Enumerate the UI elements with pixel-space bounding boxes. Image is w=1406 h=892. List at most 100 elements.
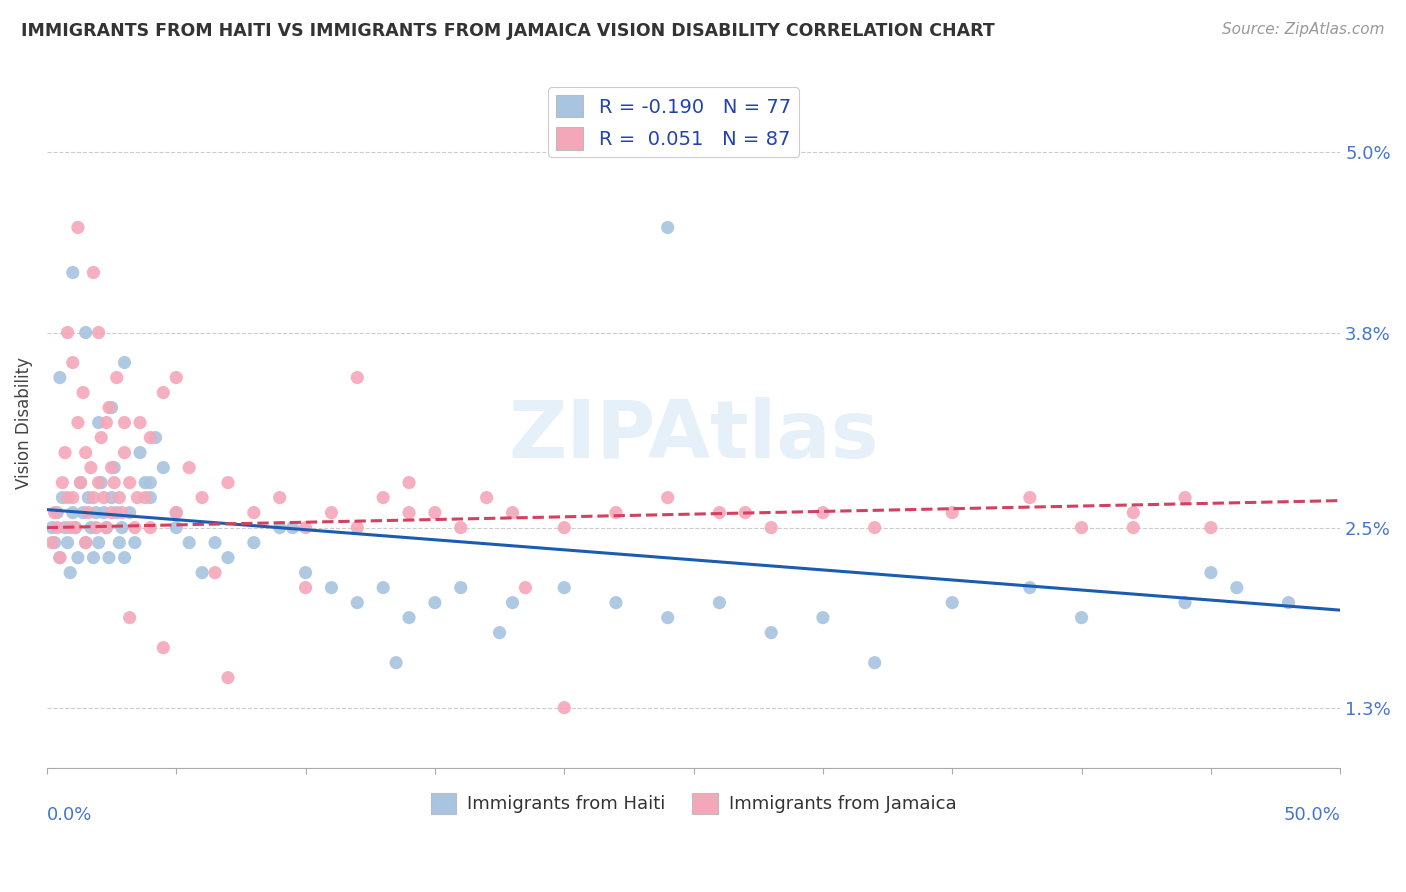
Point [1277,596,1299,610]
Point [139,431,162,445]
Point [100,491,122,505]
Point [134,475,156,490]
Point [90,475,112,490]
Point [423,506,446,520]
Point [72,506,94,520]
Point [152,640,174,655]
Point [217,475,239,490]
Point [191,566,214,580]
Point [129,445,152,459]
Point [124,535,146,549]
Point [657,491,679,505]
Point [553,700,575,714]
Point [87,416,110,430]
Point [59,520,82,534]
Point [657,220,679,235]
Point [863,656,886,670]
Point [114,355,136,369]
Point [475,491,498,505]
Point [41,535,63,549]
Point [502,596,524,610]
Point [191,491,214,505]
Point [69,475,91,490]
Point [134,491,156,505]
Point [56,535,79,549]
Point [105,370,128,384]
Point [118,610,141,624]
Point [281,520,304,534]
Point [204,566,226,580]
Point [294,566,316,580]
Point [321,581,343,595]
Point [398,610,420,624]
Point [41,520,63,534]
Point [66,416,89,430]
Point [96,520,118,534]
Point [502,506,524,520]
Point [87,535,110,549]
Point [127,491,149,505]
Point [165,506,187,520]
Point [114,445,136,459]
Point [1070,610,1092,624]
Point [269,491,291,505]
Point [118,506,141,520]
Point [114,550,136,565]
Point [243,506,266,520]
Point [118,475,141,490]
Point [82,550,104,565]
Point [75,535,97,549]
Point [44,535,66,549]
Point [709,596,731,610]
Point [1018,581,1040,595]
Point [100,401,122,415]
Point [657,610,679,624]
Point [98,550,121,565]
Point [98,401,121,415]
Point [450,520,472,534]
Point [152,460,174,475]
Point [152,385,174,400]
Point [346,370,368,384]
Point [111,506,134,520]
Point [346,596,368,610]
Point [373,491,395,505]
Point [49,550,72,565]
Point [46,506,69,520]
Point [1226,581,1249,595]
Point [204,535,226,549]
Point [77,491,100,505]
Point [93,506,115,520]
Point [129,416,152,430]
Point [53,520,76,534]
Point [56,491,79,505]
Point [103,460,125,475]
Point [124,520,146,534]
Text: 50.0%: 50.0% [1284,805,1340,823]
Point [165,520,187,534]
Point [217,550,239,565]
Point [51,491,73,505]
Point [863,520,886,534]
Point [44,506,66,520]
Point [82,266,104,280]
Point [294,520,316,534]
Text: 0.0%: 0.0% [46,805,93,823]
Point [108,491,131,505]
Point [553,520,575,534]
Point [179,460,201,475]
Point [111,520,134,534]
Point [82,491,104,505]
Point [321,506,343,520]
Point [49,550,72,565]
Point [1199,566,1222,580]
Point [66,220,89,235]
Point [734,506,756,520]
Point [65,520,87,534]
Text: IMMIGRANTS FROM HAITI VS IMMIGRANTS FROM JAMAICA VISION DISABILITY CORRELATION C: IMMIGRANTS FROM HAITI VS IMMIGRANTS FROM… [21,22,995,40]
Point [90,431,112,445]
Point [811,610,834,624]
Point [941,596,963,610]
Point [1174,491,1197,505]
Point [145,431,167,445]
